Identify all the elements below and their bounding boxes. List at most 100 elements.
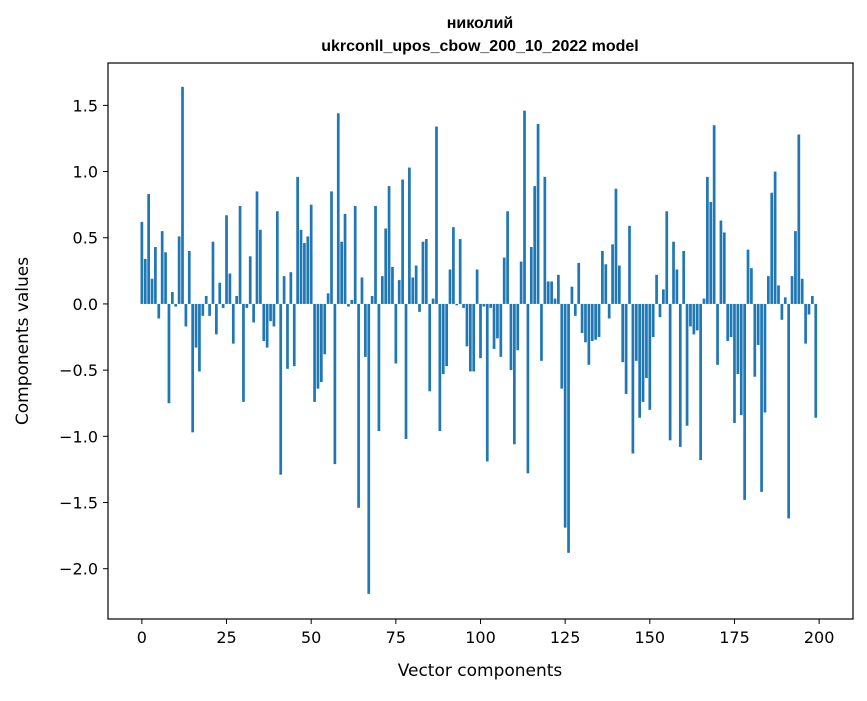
- bar: [726, 303, 730, 341]
- bar: [465, 303, 469, 347]
- bar: [658, 303, 662, 318]
- bar: [286, 303, 289, 369]
- y-tick-label: −2.0: [59, 560, 98, 579]
- bar: [391, 266, 394, 304]
- bar: [496, 303, 499, 339]
- bar: [729, 303, 733, 338]
- bar: [719, 220, 723, 304]
- y-tick-label: 0.5: [73, 229, 98, 248]
- bar: [181, 86, 184, 304]
- bar: [421, 241, 425, 304]
- bar: [472, 303, 476, 372]
- bar: [262, 303, 266, 341]
- bar: [529, 247, 533, 304]
- bar: [753, 303, 757, 377]
- bar: [187, 250, 191, 304]
- bar: [648, 303, 652, 410]
- bar: [150, 278, 154, 304]
- bar: [797, 134, 801, 304]
- bar: [215, 303, 218, 335]
- bar: [218, 282, 222, 304]
- bar: [370, 295, 374, 304]
- bar: [519, 261, 523, 304]
- bar: [458, 239, 462, 304]
- bar: [499, 303, 503, 357]
- bar: [567, 303, 570, 553]
- bar: [228, 273, 232, 304]
- bar: [692, 303, 696, 335]
- bar: [773, 171, 777, 304]
- bar: [431, 298, 435, 304]
- bar: [184, 303, 188, 327]
- bar: [455, 303, 459, 306]
- chart-subtitle: ukrconll_upos_cbow_200_10_2022 model: [321, 38, 638, 55]
- bar: [309, 204, 313, 304]
- bar: [485, 303, 489, 462]
- bar: [638, 303, 642, 418]
- bar: [418, 303, 421, 312]
- bar: [523, 110, 526, 304]
- bar: [299, 229, 303, 304]
- bar: [333, 303, 337, 465]
- bar: [736, 303, 740, 375]
- bar: [380, 276, 384, 304]
- bar: [343, 213, 347, 304]
- y-axis-label: Components values: [13, 257, 33, 425]
- bar: [783, 297, 787, 304]
- bar: [414, 265, 418, 304]
- bar: [611, 244, 614, 304]
- bar: [170, 292, 174, 304]
- bar: [662, 289, 665, 304]
- bar: [374, 205, 377, 304]
- bar: [672, 241, 675, 304]
- bar: [645, 303, 648, 379]
- bar: [272, 303, 276, 327]
- bar: [604, 264, 608, 304]
- bar: [706, 176, 709, 304]
- bar: [275, 211, 279, 304]
- bar: [573, 303, 577, 316]
- y-tick-label: −1.0: [59, 427, 98, 446]
- x-tick-label: 200: [804, 628, 835, 647]
- bar: [543, 176, 547, 304]
- bar: [668, 303, 672, 441]
- bar: [709, 202, 713, 304]
- bar: [743, 303, 746, 500]
- bar: [259, 229, 262, 304]
- bar: [634, 303, 638, 361]
- bar: [154, 247, 157, 304]
- bar: [326, 293, 330, 304]
- bar: [191, 303, 195, 433]
- bar: [695, 303, 699, 331]
- bar: [296, 176, 299, 304]
- bar: [404, 303, 408, 439]
- bar: [164, 252, 167, 304]
- bar: [367, 303, 371, 594]
- bar: [590, 303, 594, 341]
- bar: [438, 303, 442, 432]
- y-tick-label: −1.5: [59, 494, 98, 513]
- bar: [553, 298, 557, 304]
- bar: [292, 303, 296, 367]
- bar: [756, 303, 760, 345]
- bar: [174, 303, 178, 307]
- bar: [787, 303, 791, 519]
- bar: [489, 303, 493, 308]
- bar: [279, 303, 283, 475]
- x-tick-label: 175: [719, 628, 750, 647]
- bar: [177, 236, 181, 304]
- bar: [167, 303, 171, 404]
- bar: [211, 241, 215, 304]
- bar: [435, 126, 438, 304]
- bar: [712, 125, 716, 304]
- bar: [394, 303, 398, 364]
- bar: [143, 258, 147, 304]
- bar: [468, 303, 472, 372]
- bar: [739, 303, 743, 416]
- bar: [546, 281, 550, 304]
- bar: [533, 186, 537, 304]
- x-tick-label: 125: [550, 628, 581, 647]
- axes: 0 25 50 75 100 125 150 175 200 −2.0 −1.5 −1.0 −0.5 0.…: [59, 62, 854, 647]
- bar: [807, 303, 811, 315]
